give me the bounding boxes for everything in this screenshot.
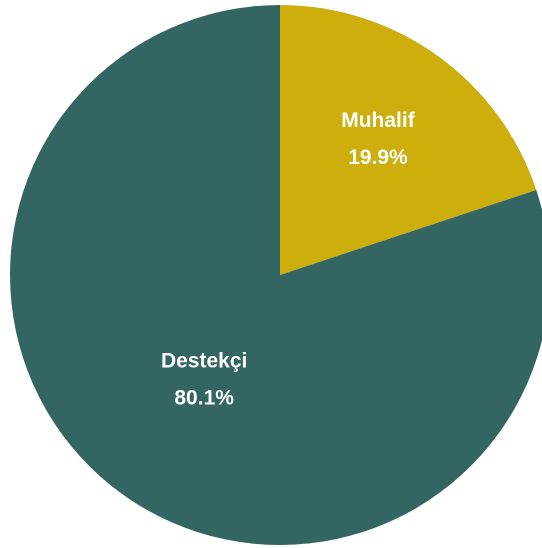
pie-slice	[280, 5, 537, 275]
slice-label: Muhalif	[341, 109, 415, 132]
pie-slice	[10, 5, 542, 545]
slice-label: Destekçi	[161, 350, 247, 373]
slice-value-label: 19.9%	[348, 146, 408, 169]
slice-value-label: 80.1%	[174, 387, 234, 410]
